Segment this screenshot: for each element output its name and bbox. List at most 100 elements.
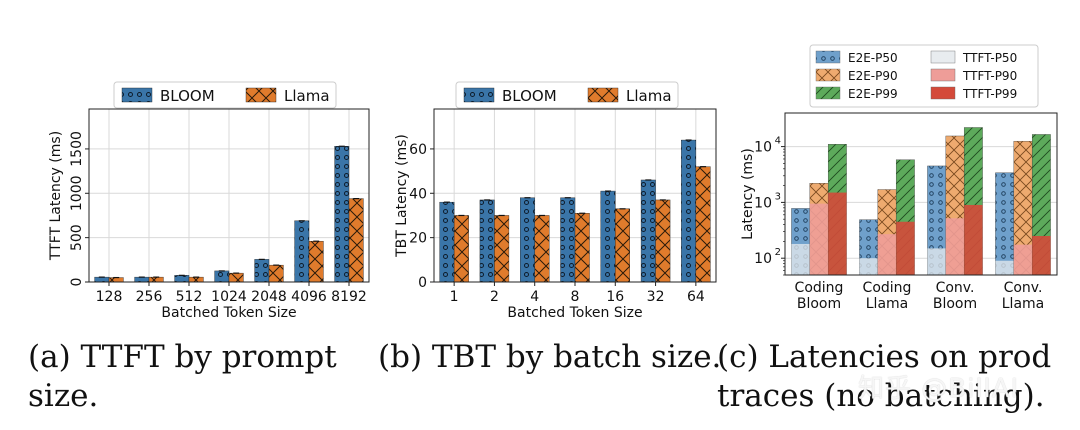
y-tick-label: 500 (69, 224, 85, 251)
y-tick-label: 10 (754, 195, 772, 211)
bar-hatch-bloom (520, 197, 535, 282)
legend-swatch-ttft-p99 (930, 86, 956, 100)
x-tick-label: 16 (606, 289, 624, 305)
legend-label-e2e-p50: E2E-P50 (848, 51, 898, 65)
x-tick-label: 8 (571, 289, 580, 305)
x-tick-label: Conv. (936, 280, 975, 296)
bar-hatch-llama (229, 273, 244, 282)
bar-hatch-bloom (214, 270, 229, 282)
x-tick-label: 1 (450, 289, 459, 305)
legend-label-ttft-p99: TTFT-P99 (962, 87, 1017, 101)
bar-hatch-bloom (681, 140, 696, 282)
caption-a-line2: size. (28, 378, 99, 414)
bar-hatch-bloom (560, 197, 575, 282)
bar-ttft-p99 (964, 204, 983, 275)
chart-latencies-prod-traces: CodingBloomCodingLlamaConv.BloomConv.Lla… (740, 44, 1058, 312)
bar-ttft-p90 (945, 218, 965, 275)
bar-hatch-e2e-p50 (995, 172, 1014, 275)
y-tick-label: 0 (69, 278, 85, 287)
watermark: 知乎 @BillAI (858, 374, 1020, 404)
caption-c-line2: traces (no batching). (717, 378, 1045, 414)
bar-hatch-llama (349, 198, 364, 282)
legend-swatch-hatch (246, 88, 276, 102)
bar-hatch-e2e-p50 (927, 165, 946, 275)
y-tick-label: 1000 (69, 175, 85, 211)
bar-hatch-bloom (439, 202, 455, 282)
x-tick-label: 4096 (291, 289, 327, 305)
x-axis-label: Batched Token Size (507, 305, 642, 321)
legend-box (113, 81, 337, 109)
y-tick-label: 1500 (69, 131, 85, 167)
bar-ttft-p50 (859, 258, 878, 275)
x-tick-label: Bloom (797, 296, 841, 312)
legend-box (455, 81, 679, 109)
y-tick-label: 40 (409, 186, 427, 202)
bar-hatch-bloom (294, 220, 309, 282)
bar-hatch-bloom (94, 277, 109, 282)
y-tick-label: 0 (418, 275, 427, 291)
legend-swatch-hatch (816, 69, 840, 81)
legend-swatch-hatch (464, 88, 494, 102)
bar-ttft-p50 (791, 243, 810, 275)
y-tick-exponent: 2 (775, 247, 781, 258)
bar-ttft-p99 (1032, 235, 1051, 275)
y-tick-exponent: 3 (775, 191, 781, 202)
bar-hatch-bloom (600, 191, 616, 282)
bar-hatch-llama (189, 277, 204, 282)
bar-ttft-p50 (927, 248, 946, 275)
bar-hatch-llama (269, 265, 284, 282)
legend-label-llama: Llama (284, 87, 330, 105)
legend-label-ttft-p90: TTFT-P90 (962, 69, 1017, 83)
plot-frame (784, 112, 1058, 276)
legend-label-bloom: BLOOM (502, 87, 557, 105)
y-tick-label: 10 (754, 140, 772, 156)
bar-ttft-p90 (809, 203, 829, 275)
caption-a-line1: (a) TTFT by prompt (28, 339, 337, 375)
x-tick-label: Coding (863, 280, 912, 296)
bar-hatch-bloom (134, 277, 149, 282)
legend-label-ttft-p50: TTFT-P50 (962, 51, 1017, 65)
legend-swatch-hatch (816, 51, 840, 63)
legend-label-bloom: BLOOM (160, 87, 215, 105)
bar-hatch-llama (534, 215, 550, 282)
bar-hatch-llama (109, 277, 124, 282)
x-tick-label: 2 (490, 289, 499, 305)
x-tick-label: Llama (1002, 296, 1045, 312)
x-tick-label: 256 (136, 289, 163, 305)
x-tick-label: 128 (96, 289, 123, 305)
bar-hatch-llama (309, 241, 324, 282)
bar-hatch-bloom (334, 146, 349, 282)
bar-hatch-llama (149, 277, 164, 282)
y-axis-label: TBT Latency (ms) (394, 134, 410, 258)
y-axis-label: Latency (ms) (740, 148, 756, 240)
bar-hatch-bloom (254, 259, 269, 282)
legend-label-llama: Llama (626, 87, 672, 105)
legend-swatch-hatch (816, 87, 840, 99)
x-tick-label: Coding (795, 280, 844, 296)
x-tick-label: 32 (647, 289, 665, 305)
bar-hatch-llama (655, 199, 671, 282)
bar-hatch-llama (615, 208, 630, 282)
legend-swatch-ttft-p50 (930, 50, 956, 64)
bar-hatch-llama (494, 215, 509, 282)
bar-hatch-llama (695, 166, 711, 282)
legend-swatch-hatch (122, 88, 152, 102)
x-tick-label: 4 (530, 289, 539, 305)
bar-ttft-p90 (877, 234, 897, 275)
caption-b-line1: (b) TBT by batch size. (378, 339, 722, 375)
bar-ttft-p99 (828, 192, 847, 275)
legend-label-e2e-p90: E2E-P90 (848, 69, 898, 83)
x-tick-label: 8192 (331, 289, 367, 305)
x-axis-label: Batched Token Size (161, 305, 296, 321)
x-tick-label: 512 (176, 289, 203, 305)
x-tick-label: 2048 (251, 289, 287, 305)
bar-hatch-llama (575, 213, 590, 282)
legend-label-e2e-p99: E2E-P99 (848, 87, 898, 101)
legend-box (809, 44, 1039, 108)
legend-swatch-hatch (588, 88, 618, 102)
chart-ttft-by-prompt-size: 0 500 1000 1500 128 256 512 1024 2048 4096 8192 Bat… (48, 81, 370, 321)
y-tick-label: 60 (409, 142, 427, 158)
chart-tbt-by-batch-size: 0 20 40 60 1 2 4 8 16 32 64 Batched Token Size TBT L… (394, 81, 717, 321)
bar-ttft-p99 (896, 221, 915, 275)
